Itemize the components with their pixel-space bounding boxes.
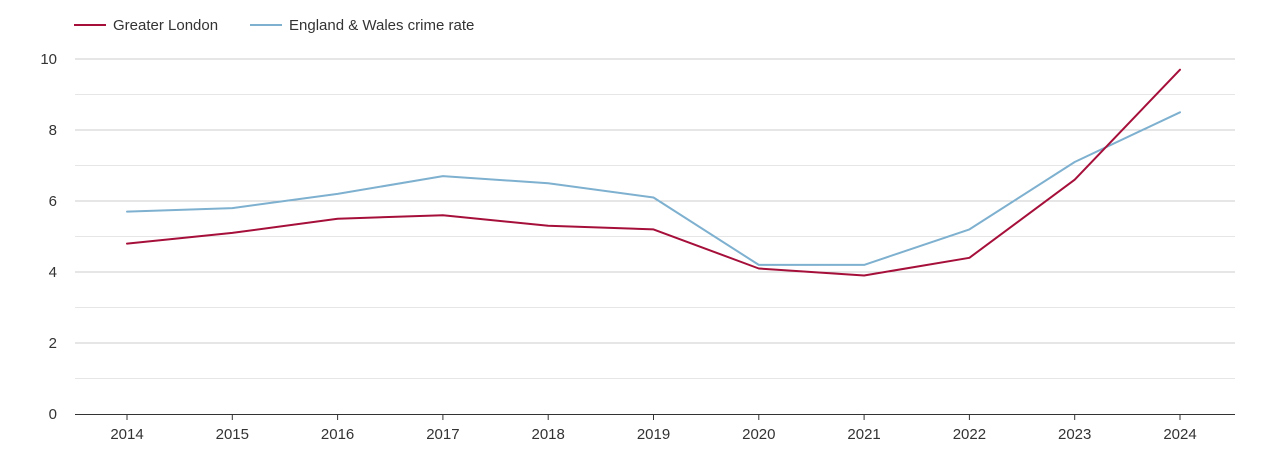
legend-item-england-wales[interactable]: England & Wales crime rate (250, 17, 474, 34)
x-tick-label-2017: 2017 (426, 426, 459, 443)
data-point-england-wales-crime-rate-2021[interactable] (858, 259, 870, 271)
data-point-england-wales-crime-rate-2023[interactable] (1069, 156, 1081, 168)
data-point-england-wales-crime-rate-2019[interactable] (648, 191, 660, 203)
x-tick-label-2019: 2019 (637, 426, 670, 443)
data-point-greater-london-2016[interactable] (332, 213, 344, 225)
x-axis: 2014 2015 2016 2017 2018 2019 2020 2021 2022 2023… (75, 414, 1235, 443)
x-tick-label-2022: 2022 (953, 426, 986, 443)
data-point-greater-london-2018[interactable] (542, 220, 554, 232)
data-point-england-wales-crime-rate-2022[interactable] (963, 223, 975, 235)
y-tick-label-0: 0 (49, 406, 57, 423)
legend-label-greater-london: Greater London (113, 17, 218, 34)
data-point-england-wales-crime-rate-2015[interactable] (226, 202, 238, 214)
x-tick-label-2020: 2020 (742, 426, 775, 443)
legend-item-greater-london[interactable]: Greater London (74, 17, 218, 34)
x-tick-label-2016: 2016 (321, 426, 354, 443)
legend-label-england-wales: England & Wales crime rate (289, 17, 474, 34)
x-tick-label-2021: 2021 (847, 426, 880, 443)
data-point-greater-london-2017[interactable] (437, 209, 449, 221)
data-point-england-wales-crime-rate-2014[interactable] (121, 206, 133, 218)
y-tick-label-10: 10 (40, 51, 57, 68)
series-layer (121, 64, 1186, 282)
y-tick-label-2: 2 (49, 335, 57, 352)
y-tick-label-4: 4 (49, 264, 57, 281)
data-point-greater-london-2021[interactable] (858, 270, 870, 282)
data-point-greater-london-2023[interactable] (1069, 174, 1081, 186)
grid (75, 58, 1235, 379)
series-line-greater-london[interactable] (126, 68, 1181, 277)
data-point-greater-london-2020[interactable] (753, 262, 765, 274)
y-tick-label-6: 6 (49, 193, 57, 210)
data-point-england-wales-crime-rate-2018[interactable] (542, 177, 554, 189)
data-point-greater-london-2022[interactable] (963, 252, 975, 264)
x-tick-label-2015: 2015 (216, 426, 249, 443)
series-line-england-wales-crime-rate[interactable] (126, 111, 1181, 266)
x-tick-label-2023: 2023 (1058, 426, 1091, 443)
y-axis: 0 2 4 6 8 10 (40, 51, 57, 423)
legend: Greater London England & Wales crime rat… (74, 17, 474, 34)
data-point-greater-london-2019[interactable] (648, 223, 660, 235)
data-point-england-wales-crime-rate-2017[interactable] (437, 170, 449, 182)
x-tick-label-2014: 2014 (110, 426, 143, 443)
data-point-greater-london-2024[interactable] (1174, 64, 1186, 76)
data-point-greater-london-2014[interactable] (121, 238, 133, 250)
data-point-england-wales-crime-rate-2016[interactable] (332, 188, 344, 200)
x-tick-label-2024: 2024 (1163, 426, 1196, 443)
data-point-greater-london-2015[interactable] (226, 227, 238, 239)
data-point-england-wales-crime-rate-2024[interactable] (1174, 106, 1186, 118)
x-tick-label-2018: 2018 (532, 426, 565, 443)
y-tick-label-8: 8 (49, 122, 57, 139)
